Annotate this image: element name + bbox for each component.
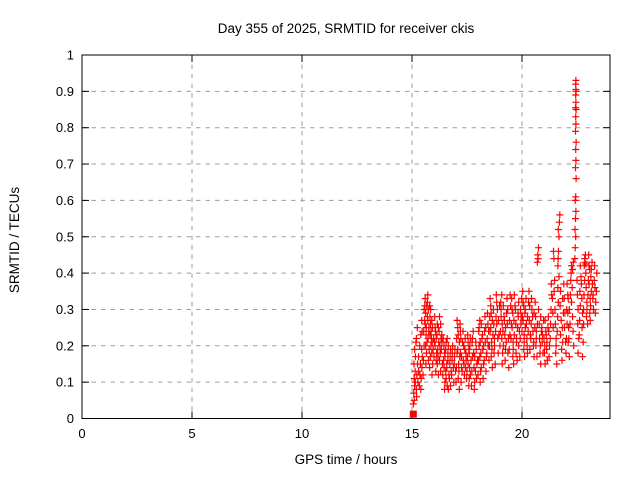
x-tick-label: 0 bbox=[78, 426, 85, 441]
y-tick-label: 0.6 bbox=[56, 193, 74, 208]
x-tick-label: 15 bbox=[405, 426, 419, 441]
y-tick-label: 0.5 bbox=[56, 229, 74, 244]
series-markers bbox=[409, 76, 601, 408]
y-tick-label: 0.2 bbox=[56, 338, 74, 353]
y-tick-label: 0.8 bbox=[56, 120, 74, 135]
start-point-blob bbox=[409, 410, 417, 418]
data-points bbox=[409, 76, 601, 418]
chart-title: Day 355 of 2025, SRMTID for receiver cki… bbox=[218, 21, 475, 36]
y-tick-label: 0.4 bbox=[56, 266, 74, 281]
y-axis-label: SRMTID / TECUs bbox=[7, 187, 22, 294]
tick-labels: 0 5 10 15 20 0 0.1 0.2 0.3 0.4 0.5 0.6 0.7 0.8 0.9 1 bbox=[56, 48, 529, 442]
plot-border-and-ticks bbox=[81, 54, 611, 419]
y-tick-label: 0.1 bbox=[56, 375, 74, 390]
x-axis-label: GPS time / hours bbox=[295, 452, 398, 467]
y-tick-label: 0.9 bbox=[56, 84, 74, 99]
y-tick-label: 0.3 bbox=[56, 302, 74, 317]
y-tick-label: 1 bbox=[67, 48, 74, 63]
x-tick-label: 10 bbox=[295, 426, 309, 441]
y-tick-label: 0.7 bbox=[56, 157, 74, 172]
y-tick-label: 0 bbox=[67, 411, 74, 426]
grid-lines bbox=[82, 55, 610, 419]
x-tick-label: 20 bbox=[515, 426, 529, 441]
x-tick-label: 5 bbox=[188, 426, 195, 441]
